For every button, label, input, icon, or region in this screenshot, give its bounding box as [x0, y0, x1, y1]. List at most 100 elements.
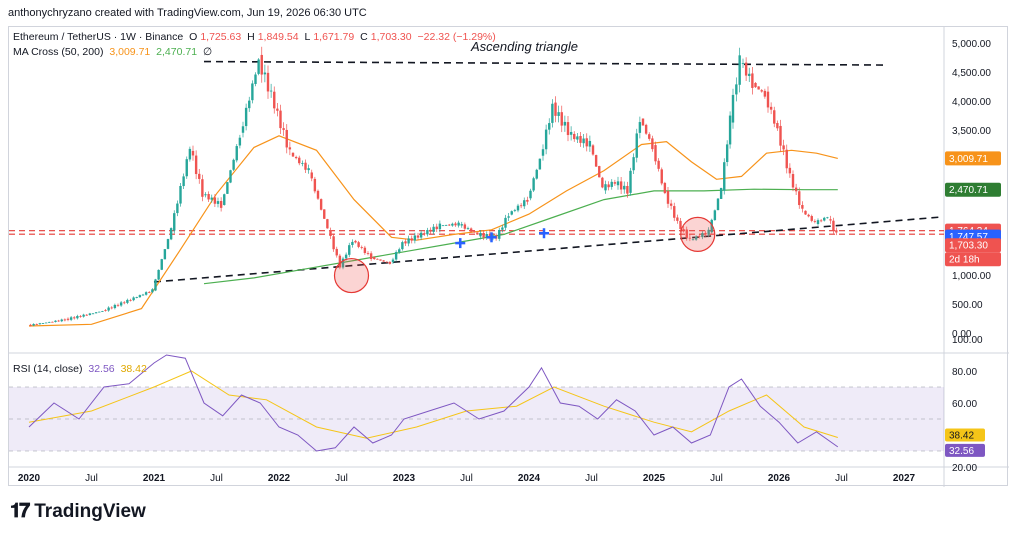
- candle-body: [779, 125, 782, 146]
- candle-body: [85, 314, 88, 316]
- candle-body: [73, 317, 76, 319]
- candle-body: [535, 169, 538, 179]
- candle-body: [319, 199, 323, 210]
- candle-body: [110, 307, 113, 309]
- candle-body: [101, 311, 104, 312]
- candle-body: [657, 160, 660, 169]
- candle-body: [429, 229, 432, 232]
- price-tag-label: 1,703.30: [949, 241, 988, 252]
- candle-body: [813, 221, 817, 222]
- candle-body: [54, 320, 57, 322]
- candle-body: [723, 162, 726, 191]
- candle-body: [373, 257, 376, 260]
- highlight-circle: [680, 216, 716, 252]
- rsi-line: [28, 354, 839, 452]
- price-tick-label: 4,500.00: [952, 68, 991, 79]
- candle-body: [801, 205, 804, 209]
- candle-body: [566, 122, 570, 136]
- candle-body: [98, 311, 101, 313]
- candle-body: [598, 166, 601, 178]
- price-tick-label: 5,000.00: [952, 39, 991, 50]
- candle-body: [744, 62, 748, 76]
- candle-body: [207, 193, 210, 200]
- candle-body: [307, 168, 310, 171]
- candle-body: [385, 261, 388, 263]
- candle-body: [444, 224, 448, 226]
- candle-body: [410, 238, 413, 241]
- candle-body: [194, 155, 198, 175]
- candle-body: [323, 209, 326, 219]
- candle-body: [35, 324, 38, 325]
- candle-body: [679, 220, 682, 230]
- price-tick-label: 500.00: [952, 300, 983, 311]
- brand-name: TradingView: [34, 500, 146, 522]
- candle-body: [257, 59, 260, 74]
- candle-body: [604, 184, 607, 191]
- rsi-value: 32.56: [88, 363, 115, 375]
- candle-body: [138, 295, 142, 298]
- candle-body: [401, 242, 404, 250]
- candle-body: [60, 319, 63, 322]
- candle-body: [338, 255, 342, 268]
- price-chart-svg[interactable]: 5,000.004,500.004,000.003,500.003,000.00…: [9, 27, 1009, 487]
- candle-body: [819, 220, 823, 222]
- candle-body: [510, 211, 513, 215]
- price-tag: [945, 252, 1001, 267]
- candle-body: [57, 320, 60, 322]
- candle-body: [360, 247, 363, 248]
- candle-body: [835, 230, 838, 233]
- chart-caption: anthonychryzano created with TradingView…: [8, 7, 367, 19]
- chart-panel[interactable]: 5,000.004,500.004,000.003,500.003,000.00…: [8, 26, 1009, 487]
- candle-body: [757, 86, 760, 90]
- candle-body: [519, 205, 523, 207]
- candle-body: [94, 312, 98, 314]
- candle-body: [507, 216, 510, 218]
- candle-body: [504, 217, 507, 228]
- tradingview-logo-icon: 𝟏𝟕: [10, 500, 30, 522]
- time-tick-label: Jul: [460, 473, 473, 484]
- candle-body: [379, 259, 382, 261]
- candle-body: [185, 159, 188, 177]
- high-label: H: [247, 31, 255, 43]
- candle-body: [773, 110, 776, 124]
- candle-body: [357, 242, 360, 247]
- candle-body: [788, 167, 792, 174]
- candle-body: [460, 224, 463, 226]
- candle-body: [794, 187, 798, 192]
- candle-body: [748, 73, 751, 77]
- low-value: 1,671.79: [313, 31, 355, 43]
- ma50-value: 3,009.71: [109, 46, 151, 58]
- candle-body: [610, 181, 613, 187]
- candle-body: [741, 63, 745, 64]
- candle-body: [148, 292, 151, 293]
- time-tick-label: Jul: [835, 473, 848, 484]
- candle-body: [707, 229, 710, 235]
- candle-body: [641, 118, 645, 126]
- candle-body: [585, 138, 588, 147]
- candle-body: [382, 260, 385, 262]
- candle-body: [629, 170, 632, 193]
- candle-body: [241, 126, 245, 133]
- candle-body: [216, 201, 220, 204]
- candle-body: [588, 140, 592, 147]
- candle-body: [548, 123, 551, 130]
- candle-body: [107, 307, 110, 311]
- candle-body: [316, 190, 320, 199]
- candle-body: [601, 177, 604, 188]
- candle-body: [226, 182, 229, 194]
- candle-body: [713, 210, 717, 221]
- candle-body: [232, 159, 235, 170]
- candle-body: [41, 323, 45, 324]
- close-value: 1,703.30: [370, 31, 412, 43]
- candle-body: [616, 181, 620, 186]
- candle-body: [623, 185, 626, 190]
- candle-body: [626, 185, 629, 194]
- candle-body: [291, 152, 295, 157]
- ma50-line: [28, 135, 838, 327]
- price-tick-label: 4,000.00: [952, 97, 991, 108]
- ma-extra: ∅: [202, 46, 213, 58]
- candle-body: [823, 217, 826, 221]
- candle-body: [285, 129, 288, 148]
- rsi-legend: RSI (14, close) 32.56 38.42: [13, 363, 150, 375]
- rsi-tick-label: 20.00: [952, 463, 977, 474]
